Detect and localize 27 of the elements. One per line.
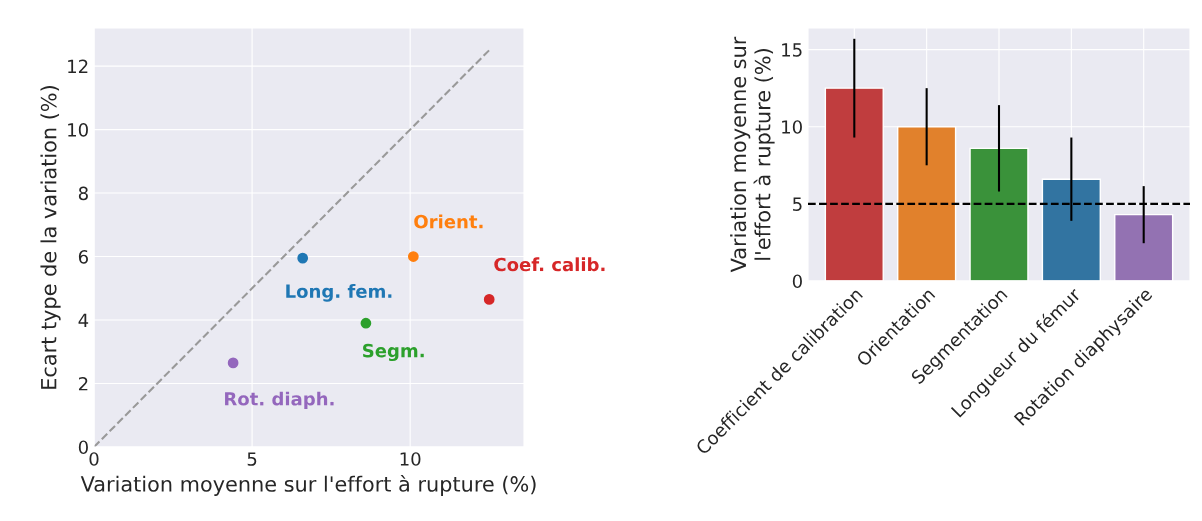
y-tick-label: 8 xyxy=(78,186,88,201)
x-tick-label: 0 xyxy=(89,452,99,466)
y-tick-label: 4 xyxy=(78,313,89,327)
y-tick-label: 15 xyxy=(782,43,802,57)
y-tick-label: 10 xyxy=(68,123,88,137)
series-label: Segm. xyxy=(363,343,424,362)
series-label: Long. fem. xyxy=(286,284,392,302)
y-axis-title: Variation moyenne sur l'effort à rupture (%) xyxy=(730,36,775,273)
y-tick-label: 5 xyxy=(793,197,802,211)
series-label: Orient. xyxy=(414,214,483,229)
x-tick-label: 10 xyxy=(400,452,421,466)
series-label: Rot. diaph. xyxy=(225,391,334,410)
point xyxy=(297,252,309,264)
y-tick-label: 6 xyxy=(78,250,88,264)
point xyxy=(227,357,239,369)
y-tick-label: 0 xyxy=(792,274,802,289)
y-axis-title: Ecart type de la variation (%) xyxy=(40,86,61,389)
point xyxy=(407,251,419,262)
x-axis-title: Variation moyenne sur l'effort à rupture (%) xyxy=(80,474,536,496)
y-tick-label: 12 xyxy=(68,59,88,73)
point xyxy=(360,317,372,329)
series-label: Coef. calib. xyxy=(494,257,605,272)
point xyxy=(483,294,495,305)
y-tick-label: 10 xyxy=(782,120,802,134)
x-tick-label: 5 xyxy=(247,452,257,466)
y-tick-label: 0 xyxy=(78,440,88,455)
y-tick-label: 2 xyxy=(78,376,88,391)
